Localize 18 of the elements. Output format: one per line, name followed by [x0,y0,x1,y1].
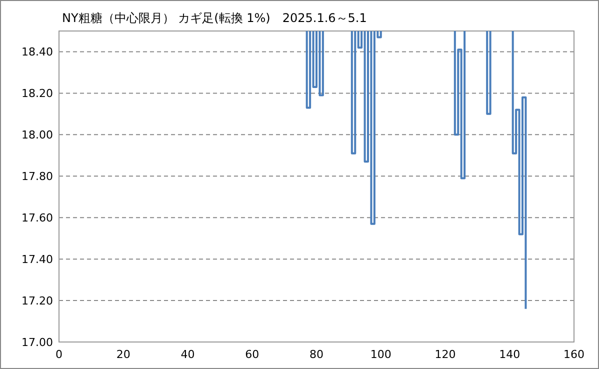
y-tick-label: 17.60 [22,212,53,225]
y-tick-label: 18.00 [22,128,53,142]
x-tick-label: 160 [564,348,584,361]
chart-title: NY粗糖（中心限月） カギ足(転換 1%) 2025.1.6～5.1 [62,11,367,25]
x-tick-label: 40 [180,348,195,361]
x-tick-label: 60 [245,348,260,361]
x-tick-label: 100 [370,348,392,361]
y-tick-label: 17.20 [22,294,53,308]
y-tick-label: 18.20 [22,87,53,100]
x-tick-label: 80 [310,348,324,361]
y-tick-label: 17.40 [22,253,53,266]
y-tick-label: 17.80 [22,170,53,184]
x-tick-label: 140 [499,348,520,361]
y-tick-label: 17.00 [22,336,53,349]
y-tick-label: 18.40 [22,46,53,59]
x-tick-label: 0 [56,348,62,361]
x-tick-label: 20 [116,348,130,361]
x-tick-label: 120 [434,348,456,361]
